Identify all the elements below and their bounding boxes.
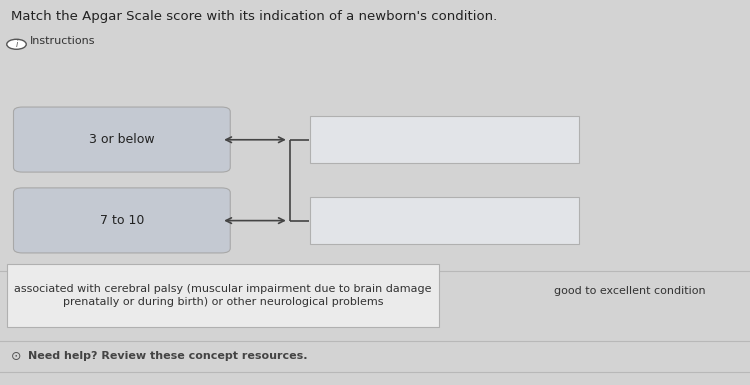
Text: ⊙: ⊙ <box>11 350 22 363</box>
Text: associated with cerebral palsy (muscular impairment due to brain damage
prenatal: associated with cerebral palsy (muscular… <box>14 284 432 307</box>
Text: Instructions: Instructions <box>30 36 95 46</box>
FancyBboxPatch shape <box>8 264 439 327</box>
FancyBboxPatch shape <box>13 188 230 253</box>
Text: Need help? Review these concept resources.: Need help? Review these concept resource… <box>28 351 308 361</box>
FancyBboxPatch shape <box>310 116 579 163</box>
Circle shape <box>7 39 26 49</box>
Text: good to excellent condition: good to excellent condition <box>554 286 706 296</box>
FancyBboxPatch shape <box>310 197 579 244</box>
Text: i: i <box>15 40 18 49</box>
Text: 3 or below: 3 or below <box>89 133 154 146</box>
Text: Match the Apgar Scale score with its indication of a newborn's condition.: Match the Apgar Scale score with its ind… <box>11 10 497 23</box>
Text: 7 to 10: 7 to 10 <box>100 214 144 227</box>
FancyBboxPatch shape <box>13 107 230 172</box>
